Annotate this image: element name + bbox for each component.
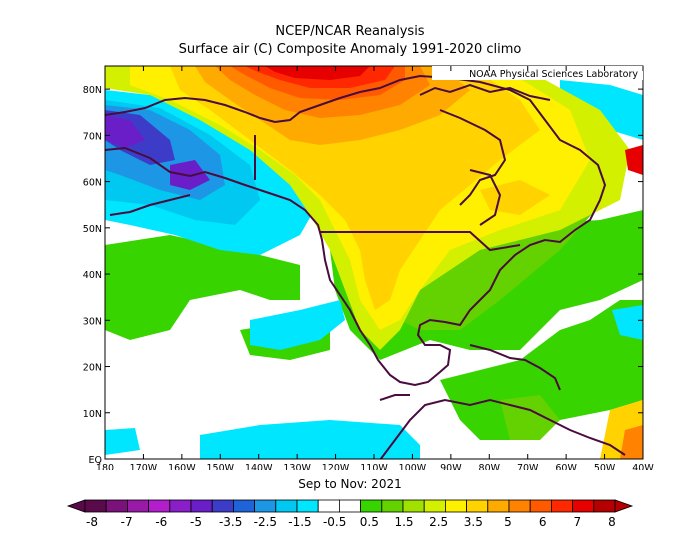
- colorbar-cell: [275, 499, 298, 513]
- anomaly-region: [560, 80, 643, 140]
- lon-tick-label: 60W: [555, 463, 577, 470]
- colorbar-cell: [105, 499, 128, 513]
- colorbar-label: -5: [190, 515, 202, 529]
- lon-tick-label: 110W: [360, 463, 388, 470]
- colorbar-label: -6: [155, 515, 167, 529]
- colorbar-cell: [572, 499, 595, 513]
- colorbar-cell: [190, 499, 213, 513]
- colorbar-label: 8: [608, 515, 616, 529]
- lon-tick-label: 100W: [399, 463, 427, 470]
- anomaly-region: [625, 145, 643, 175]
- colorbar-label: 3.5: [464, 515, 483, 529]
- anomaly-region: [105, 428, 140, 455]
- lon-tick-label: 160W: [168, 463, 196, 470]
- colorbar-cell: [127, 499, 150, 513]
- colorbar-cell: [551, 499, 574, 513]
- colorbar-label: 0.5: [360, 515, 379, 529]
- credit-box: [432, 66, 643, 80]
- colorbar-label: -7: [121, 515, 133, 529]
- colorbar-cell: [211, 499, 234, 513]
- colorbar-cell: [466, 499, 489, 513]
- colorbar-cell: [508, 499, 531, 513]
- anomaly-map: NOAA Physical Sciences Laboratory EQ 10N 2…: [83, 65, 654, 470]
- lon-tick-label: 120W: [322, 463, 350, 470]
- lon-tick-label: 170W: [130, 463, 158, 470]
- lat-tick-label: 20N: [83, 363, 102, 374]
- anomaly-region: [620, 425, 643, 459]
- colorbar-label: -0.5: [323, 515, 346, 529]
- anomaly-region: [265, 66, 370, 80]
- colorbar-label: -8: [86, 515, 98, 529]
- colorbar-cell: [232, 499, 255, 513]
- lon-tick-label: 40W: [632, 463, 654, 470]
- lon-tick-label: 130W: [283, 463, 311, 470]
- lat-tick-label: 30N: [83, 316, 102, 327]
- colorbar-label: 7: [574, 515, 582, 529]
- lon-tick-label: 180: [96, 463, 114, 470]
- lat-tick-label: 50N: [83, 224, 102, 235]
- lon-tick-label: 80W: [479, 463, 501, 470]
- colorbar-cell: [338, 499, 361, 513]
- colorbar-cell: [148, 499, 171, 513]
- colorbar-label: 1.5: [394, 515, 413, 529]
- colorbar-label: 2.5: [429, 515, 448, 529]
- colorbar-cells: [66, 499, 634, 513]
- lon-tick-label: 50W: [594, 463, 616, 470]
- anomaly-region: [105, 235, 300, 340]
- lat-tick-label: 40N: [83, 270, 102, 281]
- colorbar-cell: [593, 499, 616, 513]
- lon-tick-label: 90W: [440, 463, 462, 470]
- colorbar-label: 5: [504, 515, 512, 529]
- colorbar-cell: [84, 499, 107, 513]
- map-subtitle: Surface air (C) Composite Anomaly 1991-2…: [178, 42, 522, 57]
- colorbar-cell: [444, 499, 467, 513]
- anomaly-region: [170, 66, 540, 310]
- anomaly-region: [612, 305, 643, 340]
- period-label: Sep to Nov: 2021: [298, 477, 402, 491]
- colorbar-cell: [360, 499, 383, 513]
- coastlines: [105, 74, 626, 459]
- lon-tick-label: 140W: [245, 463, 273, 470]
- lat-tick-label: 80N: [83, 85, 102, 96]
- lon-tick-label: 70W: [517, 463, 539, 470]
- colorbar-cell: [381, 499, 404, 513]
- anomaly-region: [250, 300, 345, 350]
- lat-tick-label: 10N: [83, 409, 102, 420]
- anomaly-region: [200, 420, 420, 459]
- colorbar-labels: -8 -7 -6 -5 -3.5 -2.5 -1.5 -0.5 0.5 1.5 2.5 3.5 5 6 7 8: [86, 515, 616, 529]
- colorbar-cell: [317, 499, 340, 513]
- map-title: NCEP/NCAR Reanalysis: [275, 24, 425, 39]
- colorbar-label: -1.5: [288, 515, 311, 529]
- colorbar-arrow-right: [614, 499, 634, 513]
- colorbar-cell: [402, 499, 425, 513]
- latitude-axis: EQ 10N 20N 30N 40N 50N 60N 70N 80N: [83, 85, 643, 466]
- anomaly-region: [430, 135, 490, 165]
- lon-tick-label: 150W: [207, 463, 235, 470]
- colorbar-cell: [254, 499, 277, 513]
- lat-tick-label: EQ: [89, 455, 102, 466]
- lat-tick-label: 70N: [83, 131, 102, 142]
- anomaly-field: [105, 66, 643, 459]
- colorbar-label: -3.5: [219, 515, 242, 529]
- colorbar-cell: [296, 499, 319, 513]
- credit-label: NOAA Physical Sciences Laboratory: [469, 69, 638, 80]
- longitude-axis: 180 170W 160W 150W 140W 130W 120W 110W 100W 90W 80…: [96, 66, 654, 470]
- lat-tick-label: 60N: [83, 178, 102, 189]
- colorbar-cell: [423, 499, 446, 513]
- colorbar-cell: [169, 499, 192, 513]
- colorbar-label: -2.5: [254, 515, 277, 529]
- colorbar-label: 6: [539, 515, 547, 529]
- colorbar-cell: [529, 499, 552, 513]
- colorbar-cell: [487, 499, 510, 513]
- colorbar-arrow-left: [66, 499, 86, 513]
- anomaly-region: [105, 115, 145, 148]
